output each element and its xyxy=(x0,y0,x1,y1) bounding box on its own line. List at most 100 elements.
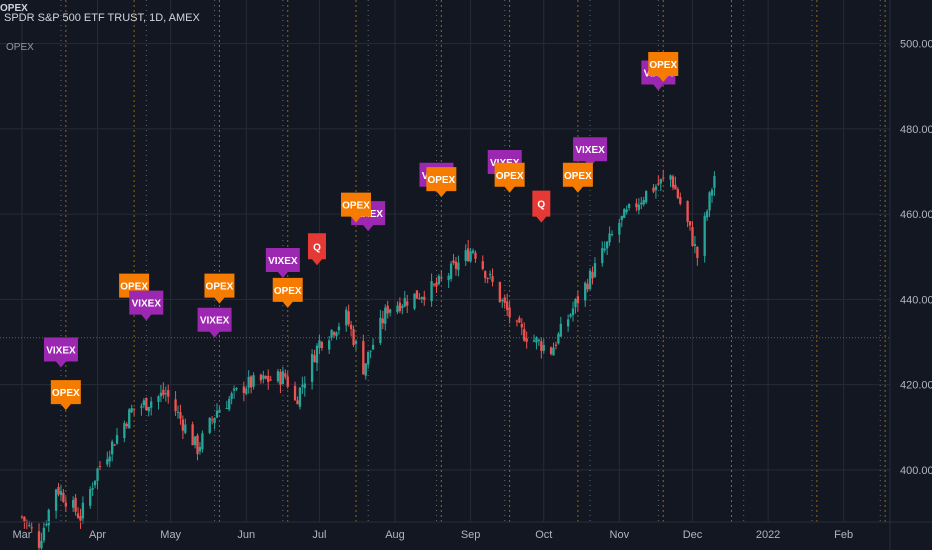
marker-label: VIXEX xyxy=(46,346,76,357)
vixex-marker[interactable]: VIXEX xyxy=(43,337,78,368)
opex-marker[interactable]: OPEX xyxy=(426,167,457,198)
candle-body xyxy=(167,390,170,397)
candle-body xyxy=(705,211,709,218)
y-tick-label: 500.00 xyxy=(900,39,932,51)
chart-title[interactable]: SPDR S&P 500 ETF TRUST, 1D, AMEX xyxy=(4,12,200,24)
candle-body xyxy=(413,293,416,309)
x-tick-label: Feb xyxy=(834,529,853,541)
candle-body xyxy=(259,374,263,381)
candle-body xyxy=(566,319,570,327)
q-marker[interactable]: Q xyxy=(307,233,326,266)
candle-body xyxy=(488,273,492,276)
candle-body xyxy=(128,409,131,429)
candle-body xyxy=(230,393,233,399)
marker-label: OPEX xyxy=(206,282,234,293)
y-tick-label: 400.00 xyxy=(900,465,932,477)
candle-body xyxy=(693,244,697,246)
candle-body xyxy=(498,282,502,303)
candle-body xyxy=(367,351,370,365)
candle-body xyxy=(398,302,402,312)
candle-body xyxy=(508,307,511,318)
candles xyxy=(20,169,716,550)
candle-body xyxy=(454,261,458,269)
candle-body xyxy=(98,466,102,468)
candle-body xyxy=(59,491,63,495)
candle-body xyxy=(371,344,375,350)
marker-label: VIXEX xyxy=(200,316,230,327)
x-tick-label: Dec xyxy=(683,529,703,541)
candle-body xyxy=(81,502,85,519)
candle-body xyxy=(225,408,228,410)
candle-body xyxy=(674,184,677,190)
candle-body xyxy=(235,387,238,390)
x-tick-label: Jul xyxy=(312,529,326,541)
marker-shape xyxy=(494,162,525,193)
opex-marker[interactable]: OPEX xyxy=(494,162,525,193)
opex-marker[interactable]: OPEX xyxy=(50,380,81,411)
candle-body xyxy=(635,203,638,208)
candle-body xyxy=(696,246,699,258)
candle-body xyxy=(198,447,202,452)
vixex-marker[interactable]: VIXEX xyxy=(129,290,164,321)
candle-body xyxy=(406,301,409,306)
candle-body xyxy=(147,407,150,412)
candle-body xyxy=(320,341,324,348)
candle-body xyxy=(574,298,577,308)
candle-body xyxy=(179,412,182,419)
candle-body xyxy=(710,189,714,196)
vixex-marker[interactable]: VIXEX xyxy=(573,137,608,168)
candle-body xyxy=(415,290,419,299)
candle-body xyxy=(276,371,280,382)
candle-body xyxy=(584,282,587,301)
candle-body xyxy=(89,489,92,506)
candle-body xyxy=(401,305,404,309)
marker-shape xyxy=(341,192,371,223)
q-marker[interactable]: Q xyxy=(532,190,551,223)
marker-label: OPEX xyxy=(342,201,370,212)
candle-body xyxy=(286,376,289,387)
candle-body xyxy=(111,441,114,455)
candle-body xyxy=(252,375,255,387)
candle-body xyxy=(605,241,609,249)
candle-body xyxy=(247,376,250,388)
candle-body xyxy=(130,408,133,413)
opex-marker[interactable]: OPEX xyxy=(648,51,679,82)
candle-body xyxy=(176,411,180,413)
candle-body xyxy=(593,263,597,277)
price-axis[interactable]: 400.00 420.00 440.00 460.00 480.00 500.00 xyxy=(900,39,932,477)
opex-marker[interactable]: OPEX xyxy=(562,162,593,193)
opex-marker[interactable]: OPEX xyxy=(204,273,235,304)
opex-marker[interactable]: OPEX xyxy=(341,192,371,223)
candle-body xyxy=(113,444,116,446)
vixex-marker[interactable]: VIXEX xyxy=(265,248,300,279)
candle-body xyxy=(486,277,489,279)
candle-body xyxy=(298,387,302,407)
marker-shape xyxy=(426,167,457,198)
candle-body xyxy=(106,459,109,465)
candle-body xyxy=(418,298,421,300)
candle-body xyxy=(437,276,441,284)
candle-body xyxy=(640,202,643,205)
candle-body xyxy=(328,340,331,350)
candle-body xyxy=(364,363,367,376)
candle-body xyxy=(520,323,523,328)
candle-body xyxy=(145,397,148,411)
candle-body xyxy=(228,398,231,410)
candle-body xyxy=(576,296,580,304)
marker-shape xyxy=(129,290,164,321)
vixex-marker[interactable]: VIXEX xyxy=(197,307,232,338)
candle-body xyxy=(540,341,543,351)
candle-body xyxy=(669,175,672,180)
y-tick-label: 480.00 xyxy=(900,124,932,136)
x-tick-label: Sep xyxy=(461,529,481,541)
time-axis[interactable]: Mar Apr May Jun Jul Aug Sep Oct Nov Dec 2022 Feb xyxy=(12,529,853,541)
candle-body xyxy=(713,176,716,188)
opex-marker[interactable]: OPEX xyxy=(272,277,303,308)
candle-body xyxy=(262,375,265,379)
candle-body xyxy=(471,250,475,253)
candle-body xyxy=(362,341,365,375)
candle-body xyxy=(62,492,65,503)
indicator-name[interactable]: OPEX xyxy=(6,42,34,53)
candle-body xyxy=(303,383,306,389)
